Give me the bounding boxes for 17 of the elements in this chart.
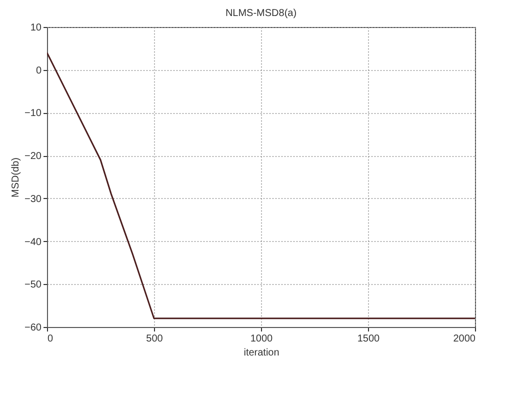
y-axis-title: MSD(db): [10, 157, 22, 198]
y-tick-label: −20: [24, 151, 42, 162]
y-tick-label: −40: [24, 236, 42, 248]
y-tick-label: −10: [24, 108, 42, 120]
y-tick-label: −50: [24, 280, 42, 291]
x-axis-title: iteration: [244, 348, 280, 358]
y-tick-label: −30: [24, 194, 42, 205]
x-tick-label: 1000: [250, 334, 274, 344]
x-tick-label: 2000: [453, 334, 476, 344]
x-tick-label: 0: [48, 334, 54, 344]
y-tick-label: −60: [24, 322, 42, 334]
y-tick-label: 10: [30, 22, 42, 34]
x-tick-label: 500: [146, 334, 164, 344]
y-tick-label: 0: [36, 65, 42, 76]
chart-title: NLMS-MSD8(a): [225, 8, 297, 19]
line-series: [47, 52, 475, 320]
x-tick-label: 1500: [357, 334, 380, 344]
